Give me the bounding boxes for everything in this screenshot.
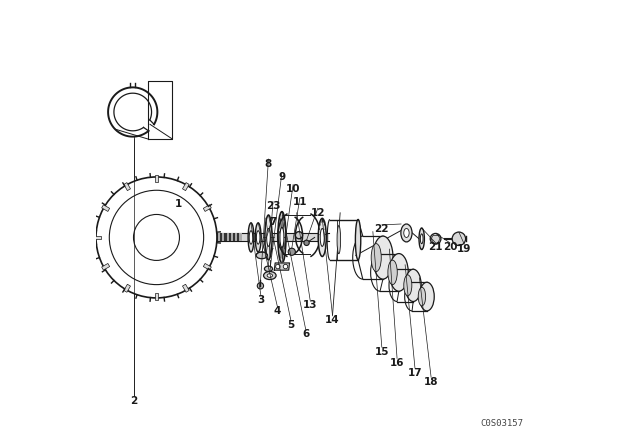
Bar: [182, 183, 189, 190]
Ellipse shape: [389, 254, 408, 291]
Circle shape: [296, 232, 303, 239]
Text: 20: 20: [443, 242, 457, 252]
Ellipse shape: [401, 224, 412, 242]
Ellipse shape: [280, 228, 284, 247]
Bar: [179, 233, 329, 241]
Bar: [212, 233, 214, 241]
Circle shape: [430, 233, 441, 244]
Text: 3: 3: [257, 295, 264, 305]
Circle shape: [257, 283, 264, 289]
Ellipse shape: [418, 287, 426, 306]
Ellipse shape: [267, 228, 270, 246]
Text: 7: 7: [269, 217, 276, 227]
Ellipse shape: [419, 228, 424, 250]
Ellipse shape: [257, 231, 260, 244]
Bar: [231, 233, 233, 241]
Circle shape: [276, 264, 280, 269]
Text: 9: 9: [278, 172, 285, 182]
Ellipse shape: [337, 226, 340, 254]
Bar: [102, 205, 109, 211]
Ellipse shape: [255, 223, 261, 252]
Circle shape: [288, 248, 296, 255]
Bar: [237, 233, 239, 241]
Bar: [209, 233, 212, 241]
Bar: [182, 284, 189, 292]
Bar: [239, 233, 242, 241]
Text: 5: 5: [287, 320, 294, 330]
Ellipse shape: [264, 271, 276, 280]
Ellipse shape: [373, 236, 393, 279]
Text: 4: 4: [274, 306, 281, 316]
Text: 22: 22: [374, 224, 389, 234]
Ellipse shape: [248, 223, 254, 252]
Bar: [228, 233, 231, 241]
Text: 11: 11: [292, 198, 307, 207]
Bar: [179, 228, 188, 247]
Bar: [199, 233, 201, 241]
Text: 19: 19: [457, 244, 472, 254]
Polygon shape: [275, 263, 289, 270]
Text: 17: 17: [408, 368, 422, 378]
Text: 23: 23: [266, 201, 280, 211]
Ellipse shape: [404, 228, 409, 237]
Text: 16: 16: [390, 358, 404, 368]
Ellipse shape: [420, 234, 423, 244]
Bar: [216, 233, 218, 241]
Circle shape: [452, 232, 466, 246]
Bar: [201, 233, 203, 241]
Bar: [102, 263, 109, 270]
Ellipse shape: [404, 275, 412, 296]
Bar: [218, 233, 220, 241]
Text: 12: 12: [310, 208, 325, 218]
Ellipse shape: [318, 219, 326, 256]
Text: 21: 21: [428, 242, 443, 252]
Ellipse shape: [355, 220, 361, 260]
Ellipse shape: [419, 282, 434, 311]
Text: 18: 18: [424, 377, 438, 387]
Bar: [225, 233, 227, 241]
Text: 6: 6: [302, 329, 309, 339]
Ellipse shape: [388, 260, 397, 284]
Ellipse shape: [256, 252, 268, 259]
Ellipse shape: [249, 231, 253, 244]
Ellipse shape: [405, 269, 421, 302]
Text: 1: 1: [175, 199, 182, 209]
Bar: [155, 175, 158, 182]
Text: 2: 2: [131, 396, 138, 406]
Bar: [235, 233, 237, 241]
Text: C0S03157: C0S03157: [480, 419, 523, 428]
Circle shape: [96, 177, 217, 298]
Circle shape: [284, 264, 288, 269]
Bar: [204, 263, 211, 270]
Bar: [195, 233, 196, 241]
Bar: [94, 236, 101, 239]
Bar: [205, 233, 207, 241]
Ellipse shape: [264, 266, 273, 271]
Ellipse shape: [278, 212, 286, 263]
Ellipse shape: [265, 215, 272, 260]
Bar: [207, 233, 209, 241]
Bar: [222, 233, 225, 241]
Bar: [220, 233, 222, 241]
Bar: [155, 293, 158, 300]
Bar: [124, 284, 131, 292]
Ellipse shape: [320, 228, 324, 246]
Bar: [227, 233, 228, 241]
Ellipse shape: [371, 244, 381, 271]
Text: 8: 8: [265, 159, 272, 168]
Bar: [204, 205, 211, 211]
Text: 14: 14: [325, 315, 340, 325]
Bar: [233, 233, 235, 241]
Text: 13: 13: [303, 300, 317, 310]
Circle shape: [304, 240, 309, 246]
Bar: [124, 183, 131, 190]
Text: 10: 10: [286, 184, 300, 194]
Ellipse shape: [267, 274, 273, 277]
Text: 15: 15: [374, 347, 389, 357]
Bar: [214, 233, 216, 241]
Bar: [196, 233, 199, 241]
Bar: [203, 233, 205, 241]
